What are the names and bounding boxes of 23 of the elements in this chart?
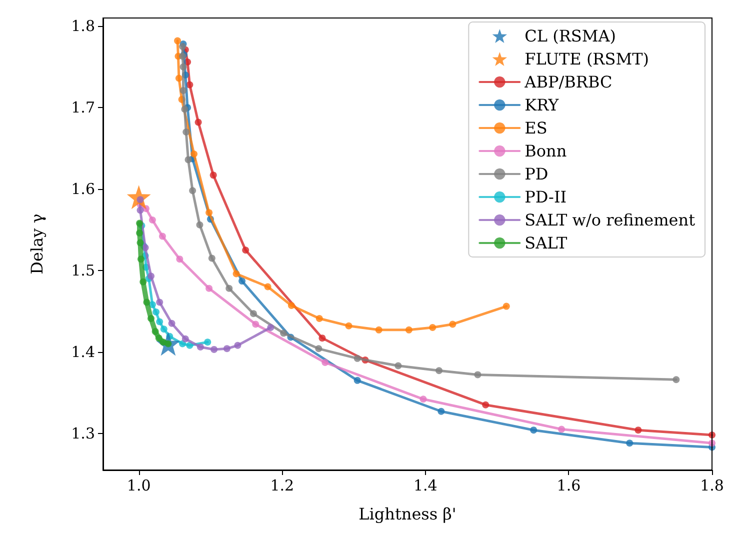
legend-label: PD bbox=[524, 164, 548, 184]
x-tick-label: 1.6 bbox=[556, 476, 581, 494]
legend-label: SALT bbox=[524, 234, 568, 252]
y-tick-label: 1.4 bbox=[71, 342, 95, 361]
x-axis-title: Lightness β' bbox=[358, 504, 456, 524]
y-tick-label: 1.3 bbox=[71, 424, 95, 442]
y-axis-title: Delay γ bbox=[28, 214, 46, 274]
y-tick-label: 1.5 bbox=[71, 261, 95, 280]
legend-label: FLUTE (RSMT) bbox=[524, 50, 649, 68]
y-tick-label: 1.8 bbox=[71, 17, 95, 36]
legend-label: KRY bbox=[524, 96, 560, 114]
y-tick-label: 1.6 bbox=[71, 180, 95, 198]
x-tick-label: 1.0 bbox=[126, 476, 151, 494]
y-tick-label: 1.7 bbox=[71, 98, 95, 117]
legend-label: ABP/BRBC bbox=[524, 72, 612, 92]
legend-label: Bonn bbox=[524, 142, 567, 160]
x-tick-label: 1.8 bbox=[700, 476, 724, 494]
x-tick-label: 1.2 bbox=[270, 476, 294, 494]
legend-label: ES bbox=[524, 118, 548, 138]
x-tick-label: 1.4 bbox=[413, 476, 438, 494]
legend-label: CL (RSMA) bbox=[524, 26, 616, 46]
legend-label: SALT w/o refinement bbox=[524, 210, 696, 230]
legend-label: PD-II bbox=[524, 188, 567, 206]
